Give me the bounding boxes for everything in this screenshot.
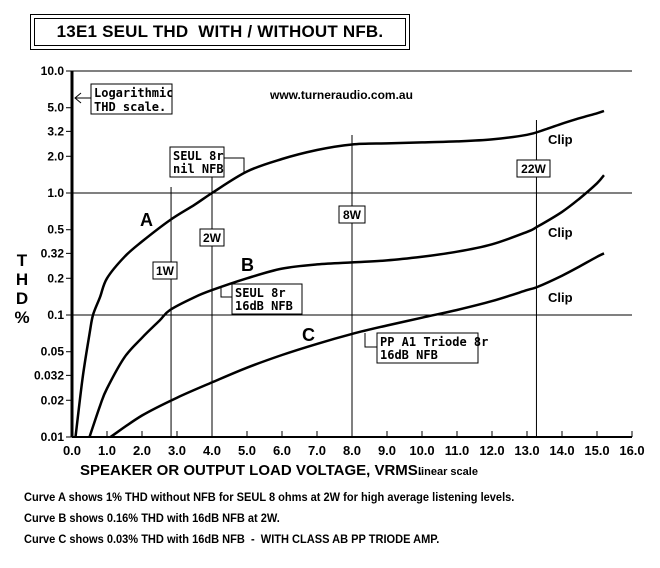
chart-title-box: 13E1 SEUL THD WITH / WITHOUT NFB. bbox=[30, 14, 410, 50]
y-tick-label: 2.0 bbox=[47, 149, 64, 163]
legend-seul-16db-nfb-leader bbox=[220, 288, 232, 298]
curve-label-b: B bbox=[241, 255, 254, 275]
y-tick-label: 0.02 bbox=[41, 393, 65, 407]
note-curve-b: Curve B shows 0.16% THD with 16dB NFB at… bbox=[24, 511, 280, 525]
power-marker-box bbox=[152, 261, 178, 280]
y-tick-label: 0.05 bbox=[41, 345, 65, 359]
y-axis-label-char: T bbox=[17, 251, 28, 270]
note-curve-c: Curve C shows 0.03% THD with 16dB NFB - … bbox=[24, 532, 440, 546]
clip-label-a: Clip bbox=[548, 132, 573, 147]
legend-pp-triode-box bbox=[376, 332, 479, 364]
legend-pp-triode-line: PP A1 Triode 8r bbox=[380, 335, 488, 349]
power-marker-label-2W: 2W bbox=[203, 231, 222, 245]
x-tick-label: 16.0 bbox=[619, 443, 644, 458]
curve-C bbox=[109, 252, 605, 439]
power-markers: 1W 2W 8W 22W bbox=[152, 120, 551, 437]
x-tick-label: 15.0 bbox=[584, 443, 609, 458]
power-marker-label-1W: 1W bbox=[156, 264, 175, 278]
y-tick-label: 0.5 bbox=[47, 223, 64, 237]
curve-label-c: C bbox=[302, 325, 315, 345]
y-tick-label: 5.0 bbox=[47, 101, 64, 115]
clip-label-c: Clip bbox=[548, 290, 573, 305]
x-axis-scale-note: linear scale bbox=[418, 466, 478, 478]
website-text: www.turneraudio.com.au bbox=[269, 88, 413, 102]
power-marker-box bbox=[338, 205, 366, 224]
y-tick-label: 10.0 bbox=[41, 64, 65, 78]
x-tick-label: 7.0 bbox=[308, 443, 326, 458]
power-marker-label-22W: 22W bbox=[521, 162, 546, 176]
y-axis-label-char: H bbox=[16, 270, 28, 289]
chart-title: 13E1 SEUL THD WITH / WITHOUT NFB. bbox=[34, 18, 406, 46]
x-tick-label: 8.0 bbox=[343, 443, 361, 458]
x-tick-label: 0.0 bbox=[63, 443, 81, 458]
x-tick-label: 5.0 bbox=[238, 443, 256, 458]
x-tick-label: 2.0 bbox=[133, 443, 151, 458]
notes: Curve A shows 1% THD without NFB for SEU… bbox=[24, 487, 557, 550]
clip-label-b: Clip bbox=[548, 225, 573, 240]
y-tick-label: 3.2 bbox=[47, 124, 64, 138]
x-tick-label: 1.0 bbox=[98, 443, 116, 458]
x-tick-label: 14.0 bbox=[549, 443, 574, 458]
legend-seul-nil-nfb-line: nil NFB bbox=[173, 162, 224, 176]
curve-B bbox=[88, 174, 605, 438]
y-axis-label-char: D bbox=[16, 289, 28, 308]
legend-seul-16db-nfb-line: SEUL 8r bbox=[235, 286, 286, 300]
legend-seul-nil-nfb-line: SEUL 8r bbox=[173, 149, 224, 163]
legend-pp-triode-leader bbox=[364, 333, 377, 348]
legend-pp-triode-line: 16dB NFB bbox=[380, 348, 438, 362]
y-axis-label-char: % bbox=[14, 308, 29, 327]
log-note-line: Logarithmic bbox=[94, 86, 173, 100]
x-tick-label: 6.0 bbox=[273, 443, 291, 458]
log-note-line: THD scale. bbox=[94, 100, 166, 114]
power-marker-label-8W: 8W bbox=[343, 208, 362, 222]
y-tick-label: 0.32 bbox=[41, 246, 65, 260]
x-tick-label: 11.0 bbox=[445, 443, 470, 458]
note-curve-a: Curve A shows 1% THD without NFB for SEU… bbox=[24, 490, 515, 504]
arrow-left-icon bbox=[74, 92, 82, 104]
legend-seul-nil-nfb-leader bbox=[224, 157, 245, 174]
curves bbox=[74, 109, 605, 439]
curve-label-a: A bbox=[140, 210, 153, 230]
x-tick-label: 10.0 bbox=[409, 443, 434, 458]
y-tick-label: 0.01 bbox=[41, 430, 65, 444]
legend-seul-nil-nfb-box bbox=[169, 146, 225, 178]
curve-A bbox=[74, 109, 605, 438]
power-marker-box bbox=[516, 159, 551, 178]
x-tick-label: 12.0 bbox=[479, 443, 504, 458]
y-tick-label: 0.1 bbox=[47, 308, 64, 322]
x-tick-label: 3.0 bbox=[168, 443, 186, 458]
x-tick-label: 9.0 bbox=[378, 443, 396, 458]
x-tick-label: 13.0 bbox=[514, 443, 539, 458]
legend-seul-16db-nfb-line: 16dB NFB bbox=[235, 299, 293, 313]
legend-seul-16db-nfb-box bbox=[231, 283, 303, 315]
x-tick-label: 4.0 bbox=[203, 443, 221, 458]
power-marker-box bbox=[199, 228, 225, 247]
log-note-box bbox=[90, 83, 173, 115]
y-tick-label: 1.0 bbox=[47, 186, 64, 200]
axes: 10.0 5.0 3.2 2.0 1.0 0.5 0.32 0.2 0.1 0.05 0.032 0.… bbox=[34, 64, 645, 458]
y-tick-label: 0.2 bbox=[47, 271, 64, 285]
y-tick-label: 0.032 bbox=[34, 368, 64, 382]
x-axis-label: SPEAKER OR OUTPUT LOAD VOLTAGE, VRMS. bbox=[80, 462, 422, 479]
